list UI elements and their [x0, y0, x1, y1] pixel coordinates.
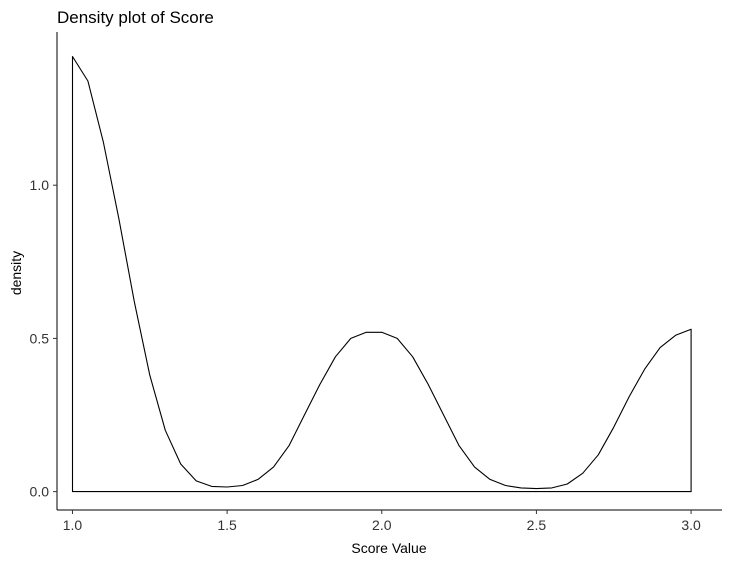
x-tick-label: 3.0 [681, 517, 701, 533]
plot-area [71, 55, 692, 493]
y-tick-label: 0.5 [30, 330, 50, 346]
x-tick-label: 2.5 [527, 517, 547, 533]
x-tick-label: 2.0 [372, 517, 392, 533]
density-curve [71, 55, 692, 493]
y-axis-ticks: 0.0 0.5 1.0 [30, 177, 57, 500]
y-axis-title: density [8, 251, 24, 295]
y-tick-label: 1.0 [30, 177, 50, 193]
x-axis-ticks: 1.0 1.5 2.0 2.5 3.0 [63, 510, 701, 533]
x-tick-label: 1.5 [217, 517, 237, 533]
y-tick-label: 0.0 [30, 484, 50, 500]
x-axis-title: Score Value [351, 540, 426, 556]
x-tick-label: 1.0 [63, 517, 83, 533]
chart-title: Density plot of Score [57, 8, 214, 27]
